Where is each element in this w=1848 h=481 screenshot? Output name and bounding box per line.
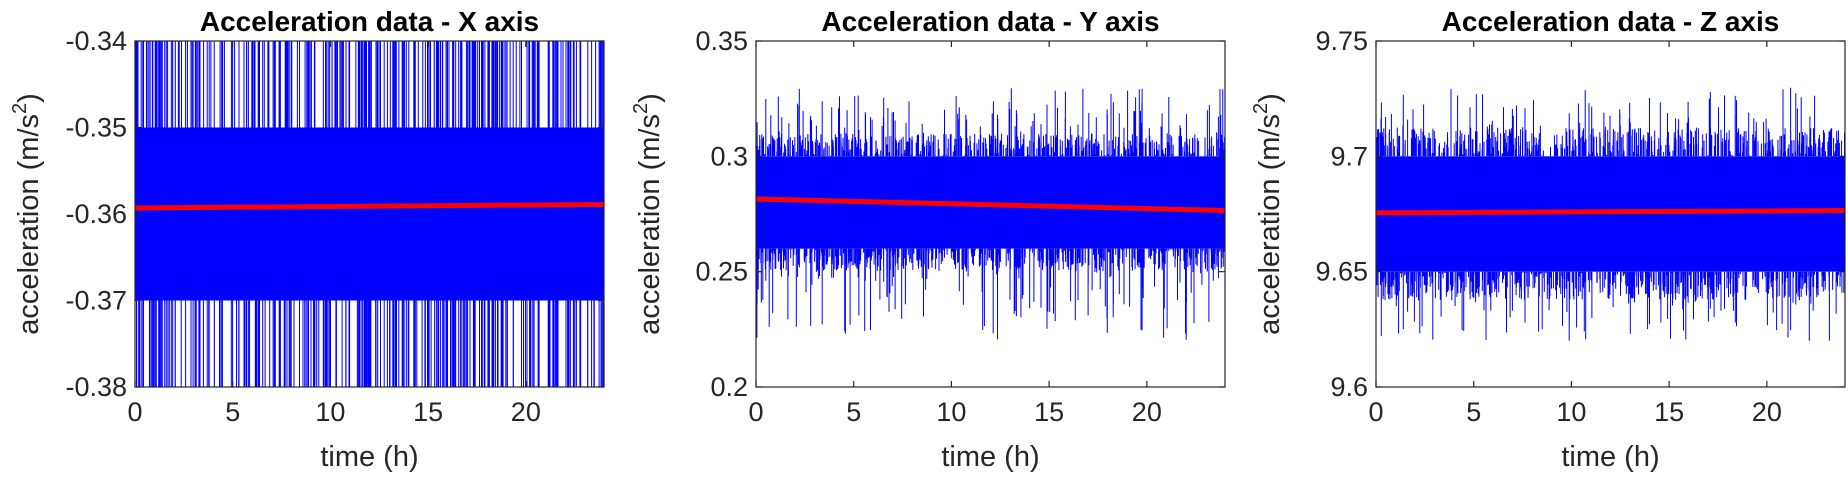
chart-title: Acceleration data - Y axis [821,6,1159,37]
y-tick-label: 0.35 [695,26,748,56]
axes-box [755,40,1226,388]
y-tick-label: 9.75 [1315,26,1368,56]
x-axis-label: time (h) [1561,441,1659,473]
y-tick-label: -0.35 [65,113,127,143]
chart-title: Acceleration data - X axis [200,6,539,37]
chart-title: Acceleration data - Z axis [1442,6,1780,37]
x-tick-label: 15 [413,397,443,427]
y-tick-label: -0.37 [65,286,127,316]
raw-signal-band [135,127,604,301]
x-tick-label: 5 [846,397,861,427]
x-axis-label: time (h) [941,441,1039,473]
x-tick-label: 20 [1752,397,1782,427]
axes-box [1375,40,1846,388]
raw-signal-spikes [1376,87,1845,341]
x-tick-label: 0 [1368,397,1383,427]
chart-2: 0.2 0.25 0.3 0.35 0 5 10 15 20 Acceleration data … [630,6,1226,473]
y-axis-label: acceleration (m/s2) [1250,93,1286,335]
chart-3: 9.6 9.65 9.7 9.75 0 5 10 15 20 Acceleration data … [1250,6,1846,473]
trend-line [134,201,605,211]
x-tick-label: 10 [315,397,345,427]
raw-signal-spikes [135,41,604,387]
raw-signal-series [756,88,1225,340]
x-tick-label: 10 [936,397,966,427]
x-tick-label: 5 [225,397,240,427]
y-tick-label: 0.3 [710,141,748,171]
y-tick-label: 0.25 [695,257,748,287]
x-tick-label: 0 [127,397,142,427]
x-tick-label: 0 [748,397,763,427]
y-tick-label: -0.34 [65,26,127,56]
raw-signal-spikes [756,88,1225,340]
x-tick-label: 15 [1034,397,1064,427]
y-axis-label: acceleration (m/s2) [630,93,666,335]
raw-signal-series [135,41,604,387]
y-axis-label: acceleration (m/s2) [9,93,45,335]
y-tick-label: 9.7 [1330,141,1368,171]
x-tick-label: 5 [1466,397,1481,427]
y-tick-label: -0.36 [65,199,127,229]
y-tick-label: 9.6 [1330,372,1368,402]
y-tick-label: -0.38 [65,372,127,402]
chart-1: -0.38 -0.37 -0.36 -0.35 -0.34 0 5 10 15 20 Acceler… [9,6,605,473]
trend-line [755,196,1226,214]
x-axis-label: time (h) [320,441,418,473]
trend-line [1375,208,1846,216]
x-tick-label: 20 [511,397,541,427]
y-tick-label: 9.65 [1315,257,1368,287]
x-tick-label: 15 [1654,397,1684,427]
x-tick-label: 20 [1132,397,1162,427]
y-tick-label: 0.2 [710,372,748,402]
x-tick-label: 10 [1556,397,1586,427]
